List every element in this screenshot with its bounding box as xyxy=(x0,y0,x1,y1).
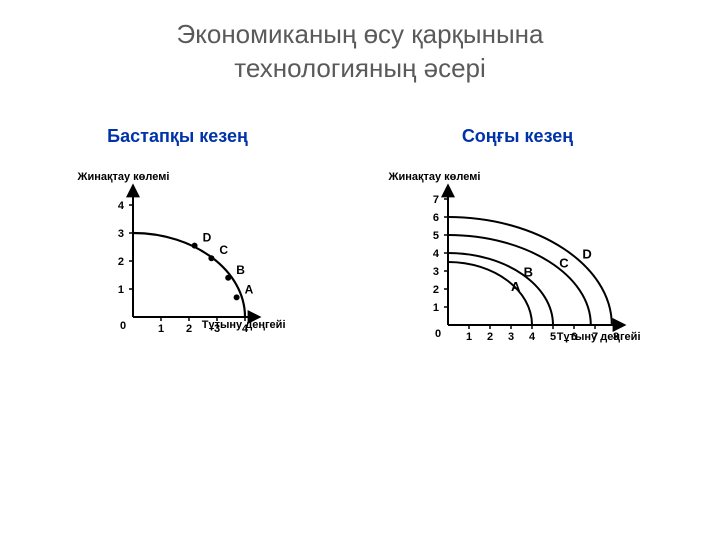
svg-text:5: 5 xyxy=(432,230,438,242)
svg-text:3: 3 xyxy=(507,331,513,343)
page-title: Экономиканың өсу қарқынына технологияның… xyxy=(0,0,720,86)
svg-text:4: 4 xyxy=(117,200,124,212)
svg-text:B: B xyxy=(236,262,245,276)
left-chart-column: Бастапқы кезең Жинақтау көлемі 012341234… xyxy=(88,126,268,347)
left-y-axis-label: Жинақтау көлемі xyxy=(78,171,170,183)
svg-text:7: 7 xyxy=(432,194,438,206)
right-x-axis-label: Тұтыну деңгейі xyxy=(557,331,641,343)
svg-text:C: C xyxy=(559,255,569,270)
svg-text:1: 1 xyxy=(465,331,471,343)
svg-text:A: A xyxy=(511,278,521,293)
left-chart-heading: Бастапқы кезең xyxy=(107,126,248,147)
right-chart-heading: Соңғы кезең xyxy=(462,126,573,147)
svg-text:4: 4 xyxy=(528,331,535,343)
svg-text:2: 2 xyxy=(486,331,492,343)
title-line-1: Экономиканың өсу қарқынына xyxy=(177,19,544,49)
svg-text:5: 5 xyxy=(549,331,555,343)
svg-text:1: 1 xyxy=(117,284,123,296)
right-chart: Жинақтау көлемі 0123456712345678ABCD Тұт… xyxy=(403,177,633,347)
svg-text:3: 3 xyxy=(117,228,123,240)
svg-text:3: 3 xyxy=(432,266,438,278)
svg-text:B: B xyxy=(523,264,532,279)
title-line-2: технологияның әсері xyxy=(234,53,486,83)
svg-text:6: 6 xyxy=(432,212,438,224)
left-x-axis-label: Тұтыну деңгейі xyxy=(202,319,286,331)
right-y-axis-label: Жинақтау көлемі xyxy=(389,171,481,183)
svg-text:2: 2 xyxy=(432,284,438,296)
right-chart-svg: 0123456712345678ABCD xyxy=(403,177,633,347)
svg-text:2: 2 xyxy=(117,256,123,268)
svg-text:2: 2 xyxy=(185,323,191,335)
svg-text:0: 0 xyxy=(434,328,440,340)
svg-text:1: 1 xyxy=(432,302,438,314)
left-chart: Жинақтау көлемі 012341234ABCD Тұтыну дең… xyxy=(88,177,268,337)
right-chart-column: Соңғы кезең Жинақтау көлемі 012345671234… xyxy=(403,126,633,347)
left-chart-svg: 012341234ABCD xyxy=(88,177,268,337)
svg-text:A: A xyxy=(244,282,253,296)
svg-text:4: 4 xyxy=(432,248,439,260)
svg-text:1: 1 xyxy=(157,323,163,335)
svg-text:0: 0 xyxy=(119,320,125,332)
svg-text:D: D xyxy=(202,230,211,244)
svg-text:C: C xyxy=(219,243,228,257)
svg-text:D: D xyxy=(582,246,591,261)
charts-container: Бастапқы кезең Жинақтау көлемі 0 1 2 3 4 1 2 3 4… xyxy=(0,126,720,347)
